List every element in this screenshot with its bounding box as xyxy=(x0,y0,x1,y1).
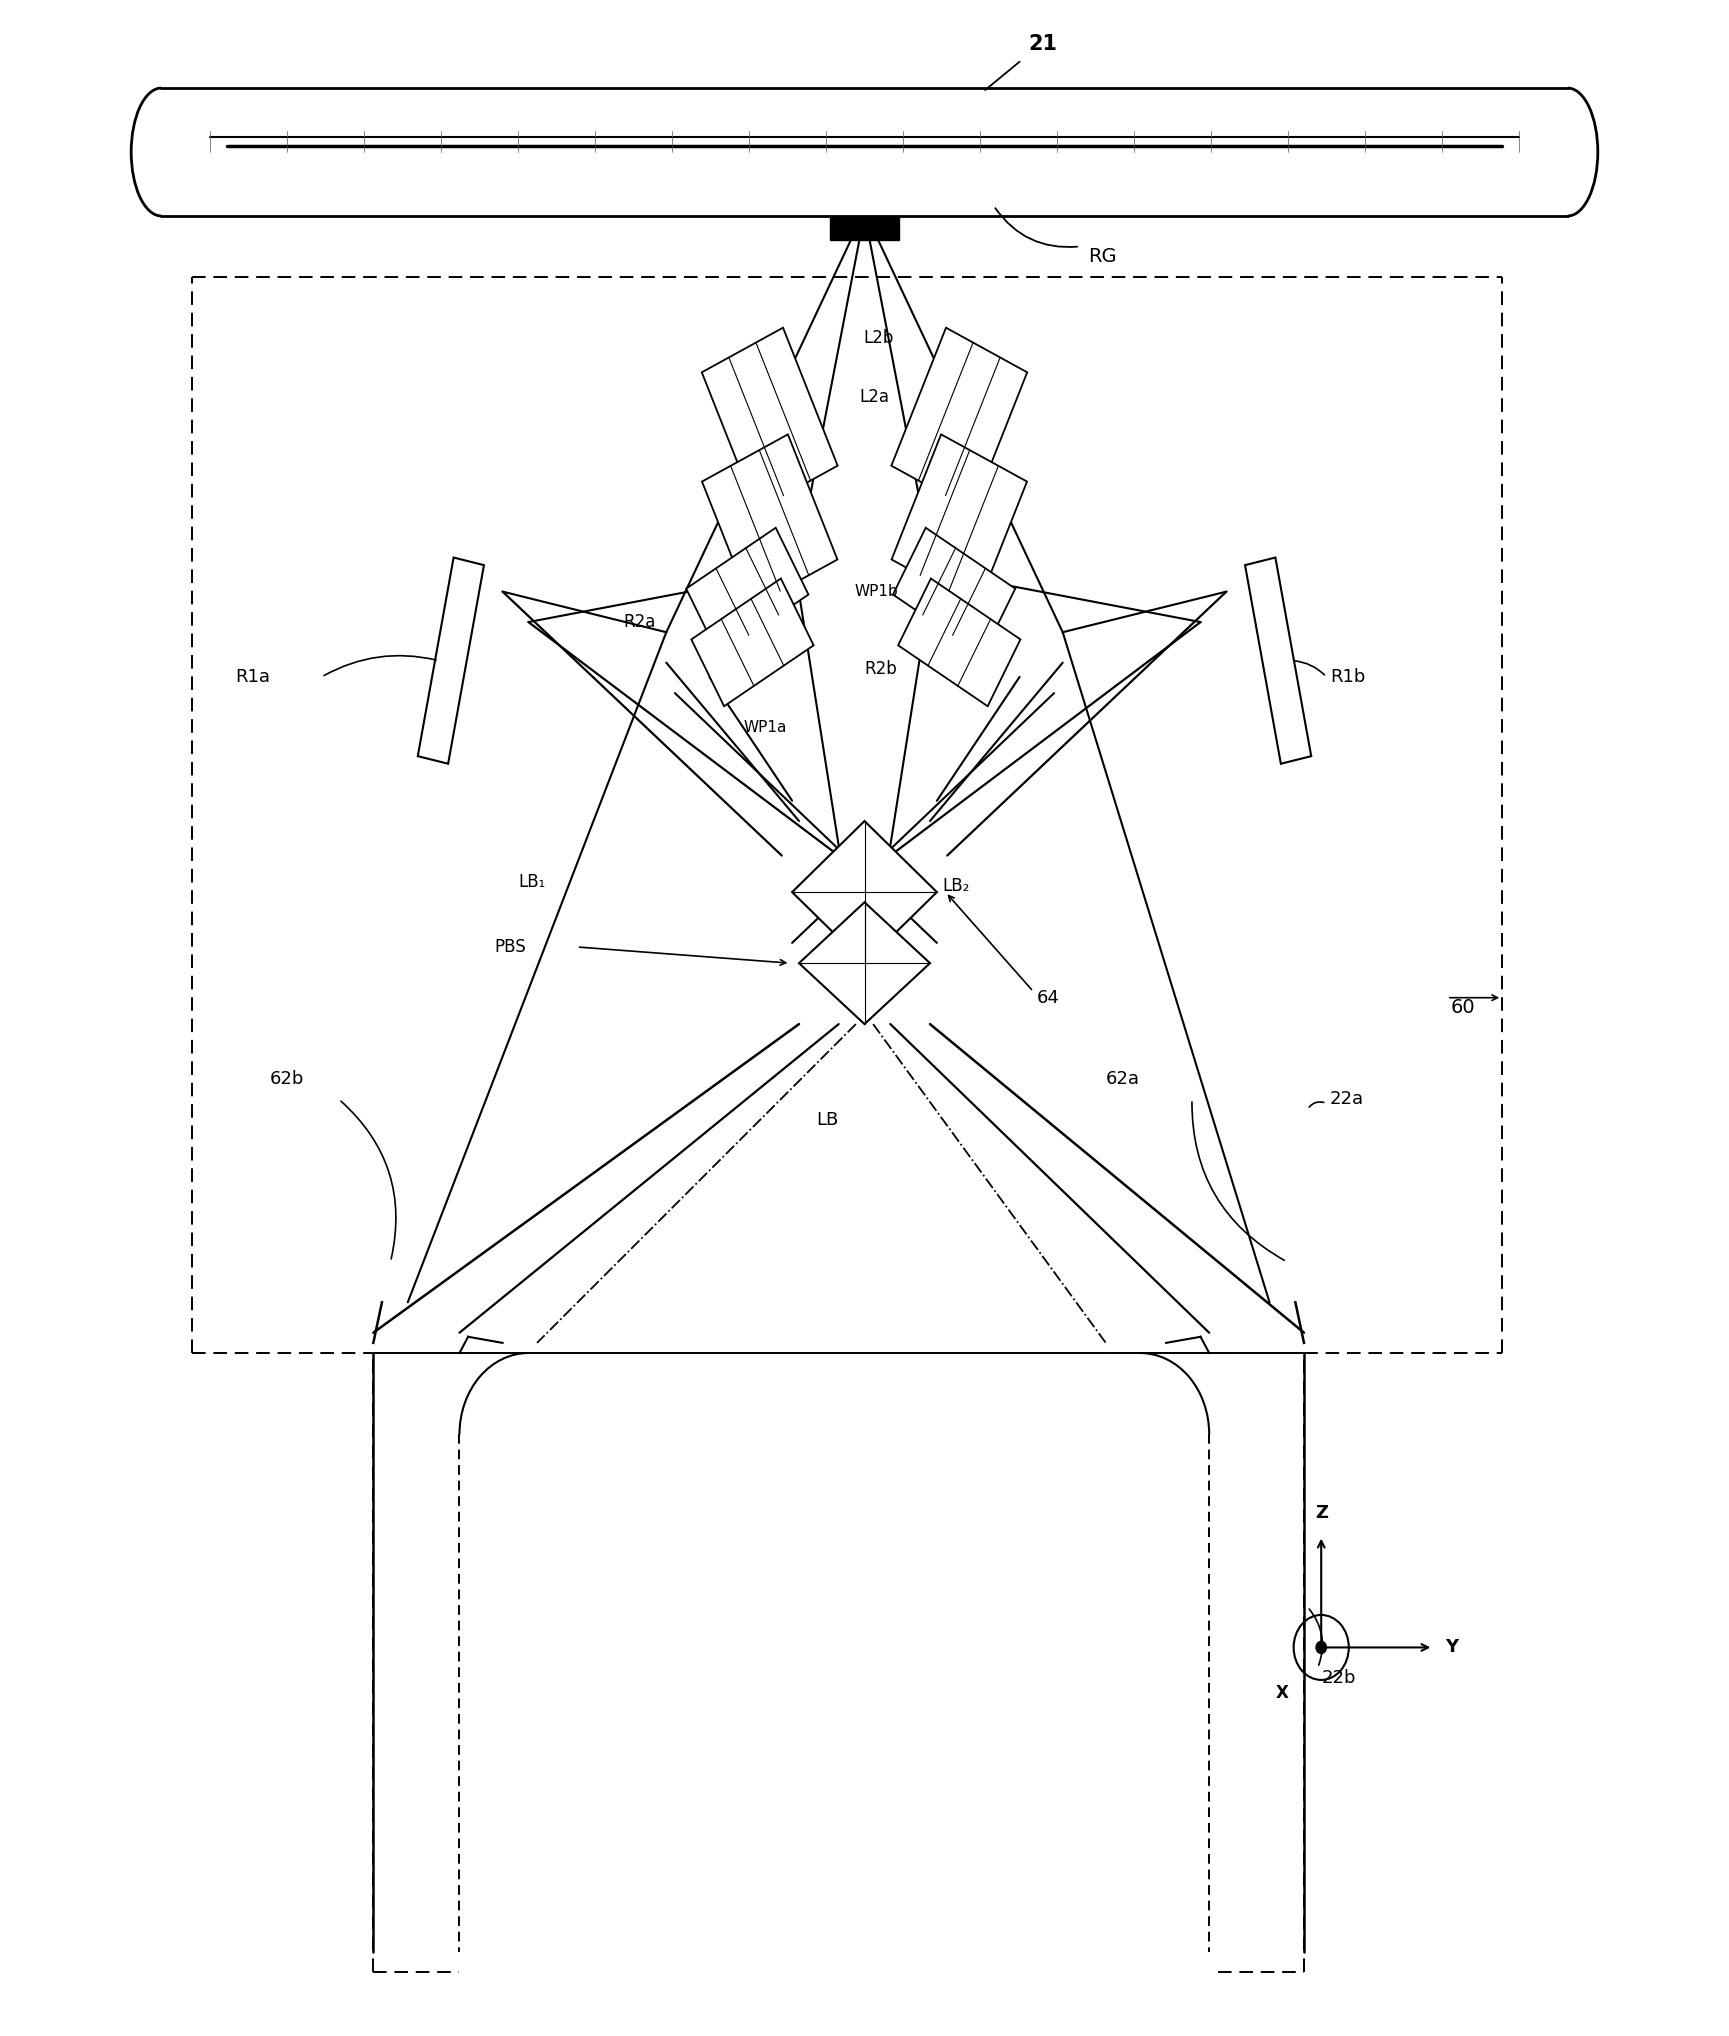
Text: LB₁: LB₁ xyxy=(519,873,546,892)
Polygon shape xyxy=(897,578,1020,706)
Text: PBS: PBS xyxy=(494,939,526,957)
Text: R1b: R1b xyxy=(1330,668,1366,686)
Text: R2a: R2a xyxy=(622,613,655,631)
Text: Z: Z xyxy=(1314,1503,1328,1521)
Text: 22a: 22a xyxy=(1330,1089,1364,1108)
Text: LB₂: LB₂ xyxy=(942,878,970,896)
Text: R1a: R1a xyxy=(235,668,270,686)
Polygon shape xyxy=(892,328,1027,511)
Text: L2b: L2b xyxy=(863,328,894,346)
Polygon shape xyxy=(799,902,930,1024)
Bar xyxy=(830,216,899,240)
Circle shape xyxy=(1316,1641,1326,1653)
Polygon shape xyxy=(418,558,484,764)
Polygon shape xyxy=(892,434,1027,607)
Polygon shape xyxy=(692,578,814,706)
Text: L2a: L2a xyxy=(859,387,890,405)
Polygon shape xyxy=(892,527,1015,656)
Text: R2b: R2b xyxy=(864,660,897,678)
Text: RG: RG xyxy=(1089,246,1117,267)
Polygon shape xyxy=(1245,558,1311,764)
Polygon shape xyxy=(702,434,837,607)
Text: 62b: 62b xyxy=(270,1069,304,1087)
Polygon shape xyxy=(686,527,809,656)
Text: WP1a: WP1a xyxy=(743,721,787,735)
Text: 64: 64 xyxy=(1037,989,1060,1006)
Text: 60: 60 xyxy=(1451,998,1475,1018)
Text: WP1b: WP1b xyxy=(854,584,897,599)
Polygon shape xyxy=(702,328,837,511)
Polygon shape xyxy=(792,821,937,963)
Text: 22b: 22b xyxy=(1321,1670,1356,1688)
Text: Y: Y xyxy=(1445,1639,1459,1657)
Text: 21: 21 xyxy=(1029,33,1056,53)
Text: LB: LB xyxy=(816,1110,839,1128)
Text: X: X xyxy=(1276,1684,1288,1702)
Text: 62a: 62a xyxy=(1107,1069,1139,1087)
